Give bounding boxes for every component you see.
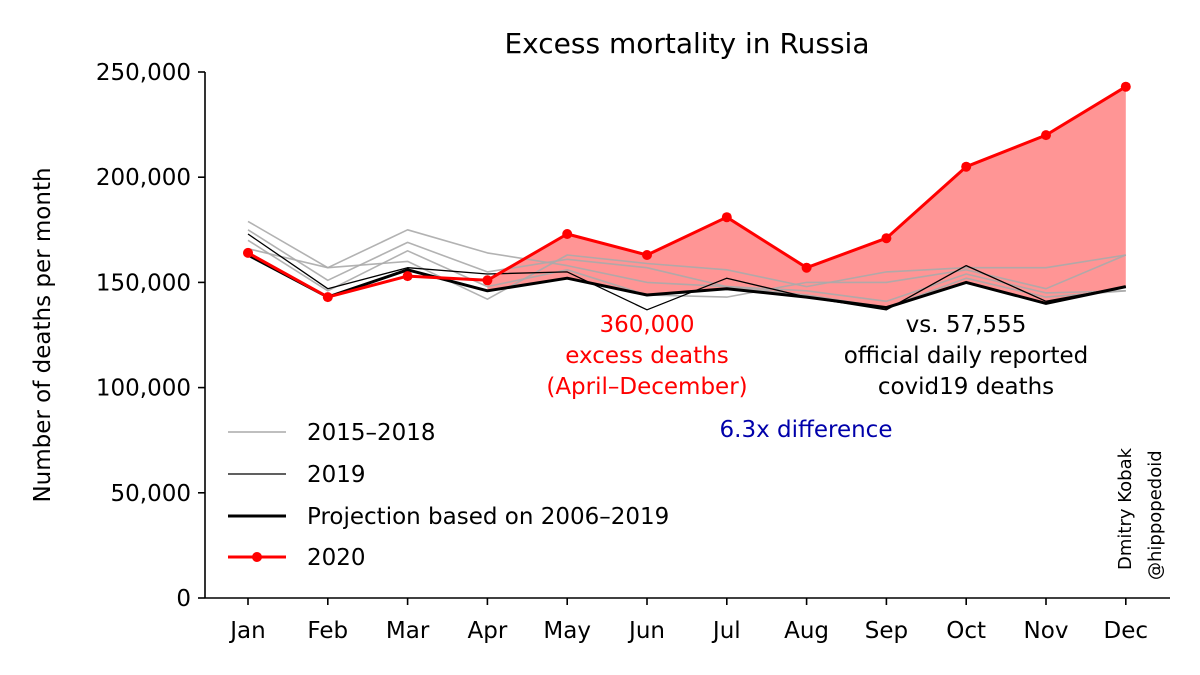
point-2020-nov (1041, 130, 1051, 141)
chart-title: Excess mortality in Russia (504, 27, 869, 60)
x-tick-label-dec: Dec (1104, 618, 1149, 644)
x-tick-label-may: May (543, 618, 591, 644)
series-lines-layer (243, 81, 1131, 311)
series-line-4 (247, 233, 1126, 311)
excess-deaths-area (487, 86, 1126, 308)
x-tick-label-jan: Jan (228, 618, 265, 644)
legend-label-2020: 2020 (307, 545, 366, 571)
x-tick-label-feb: Feb (307, 618, 348, 644)
x-tick-label-oct: Oct (946, 618, 986, 644)
x-tick-label-jul: Jul (711, 618, 741, 644)
x-tick-label-mar: Mar (386, 618, 430, 644)
point-2020-feb (322, 292, 333, 303)
series-line-0 (247, 220, 1126, 303)
x-tick-label-nov: Nov (1024, 618, 1069, 644)
legend-label-2019: 2019 (307, 462, 366, 488)
point-2020-sep (881, 233, 892, 244)
series-line-1 (247, 229, 1126, 309)
y-tick-label: 100,000 (96, 376, 191, 402)
point-2020-aug (801, 262, 812, 273)
series-line-5 (247, 253, 1127, 310)
official-annotation-line-3: covid19 deaths (878, 374, 1054, 400)
credit-name: Dmitry Kobak (1115, 447, 1136, 570)
x-tick-label-aug: Aug (784, 618, 829, 644)
point-2020-apr (482, 275, 493, 286)
credit-handle: @hippopedoid (1145, 450, 1166, 580)
axes-layer: 0 50,000 100,000 150,000 200,000 250,000 Jan Fe… (96, 60, 1170, 644)
y-tick-label: 50,000 (111, 481, 191, 507)
y-tick-label: 250,000 (96, 60, 191, 86)
x-tick-label-sep: Sep (865, 618, 908, 644)
series-line-3 (247, 247, 1126, 301)
x-tick-label-apr: Apr (468, 618, 508, 644)
excess-annotation-line-3: (April–December) (546, 374, 747, 400)
point-2020-may (562, 229, 573, 239)
point-2020-mar (402, 271, 413, 282)
legend-marker-2020 (252, 552, 262, 562)
official-annotation-line-2: official daily reported (844, 343, 1089, 369)
y-tick-label: 200,000 (96, 165, 191, 191)
y-axis-label: Number of deaths per month (30, 167, 56, 502)
x-tick-label-jun: Jun (627, 618, 665, 644)
excess-annotation-line-2: excess deaths (565, 343, 728, 369)
point-2020-dec (1120, 81, 1131, 92)
point-2020-jul (721, 212, 732, 223)
ratio-annotation: 6.3x difference (720, 417, 893, 443)
legend-label-projection: Projection based on 2006–2019 (307, 504, 669, 530)
legend-label-2015-2018: 2015–2018 (307, 420, 436, 446)
point-2020-oct (961, 161, 972, 172)
legend: 2015–2018 2019 Projection based on 2006–… (228, 420, 669, 571)
y-tick-label: 0 (176, 586, 191, 612)
excess-area-layer (487, 86, 1126, 308)
series-line-2 (247, 239, 1127, 298)
series-line-6 (247, 85, 1127, 299)
excess-annotation-line-1: 360,000 (599, 312, 694, 338)
point-2020-jun (642, 250, 652, 260)
point-2020-jan (243, 247, 253, 258)
y-tick-label: 150,000 (96, 270, 191, 296)
official-annotation-line-1: vs. 57,555 (906, 312, 1027, 338)
